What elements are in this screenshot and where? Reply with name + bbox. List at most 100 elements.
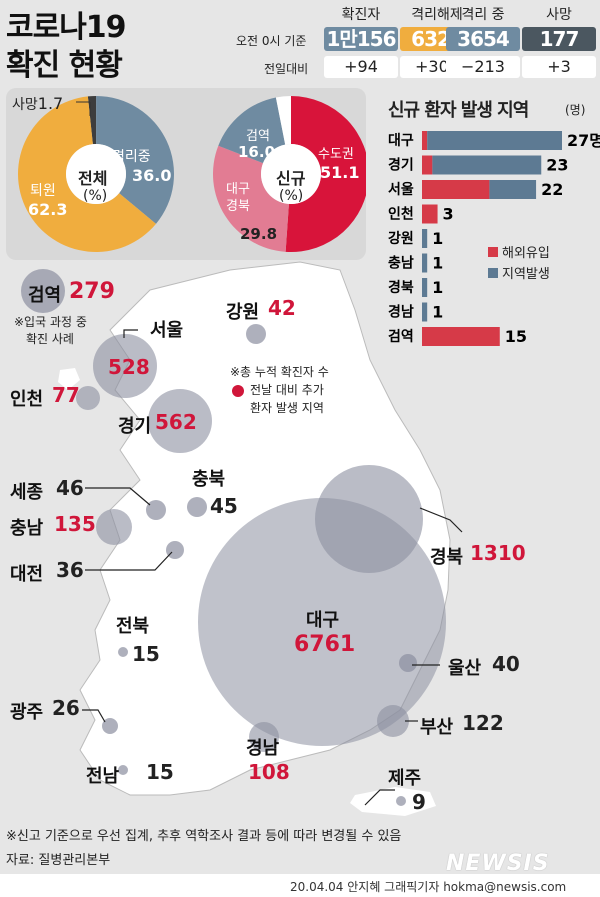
stat-value-death: 177 — [522, 27, 596, 51]
donut-total-center-label: 전체 — [78, 169, 108, 188]
capital-label: 수도권 — [318, 147, 354, 162]
legend-local-swatch — [488, 268, 498, 278]
bar-value-label: 1 — [432, 278, 443, 297]
bar-category-label: 대구 — [388, 133, 414, 149]
bar-local — [489, 180, 537, 199]
region-gangwon-value: 42 — [268, 296, 296, 320]
legend-overseas: 해외유입 — [488, 242, 550, 261]
donut-total-slice-2 — [18, 96, 156, 253]
region-jeonnam-name: 전남 — [86, 766, 120, 787]
daegu-gb-label-2: 경북 — [226, 199, 250, 214]
region-quarantine-value: 279 — [69, 279, 115, 304]
bar-value-label: 15 — [505, 327, 527, 346]
bar-overseas — [422, 327, 500, 346]
chungbuk-bubble — [187, 497, 207, 517]
bar-overseas — [422, 180, 490, 199]
quarantine-bubble — [21, 269, 65, 313]
region-jeonbuk-name: 전북 — [116, 616, 150, 637]
region-incheon-value: 77 — [52, 383, 80, 407]
region-chungbuk-name: 충북 — [192, 469, 226, 490]
legend-overseas-swatch — [488, 247, 498, 257]
donut-new-center-unit: (%) — [279, 188, 304, 204]
gwangju-bubble — [102, 718, 118, 734]
stat-diff-death: +3 — [522, 56, 596, 78]
released-label: 퇴원 — [30, 183, 56, 199]
donut-new-center — [261, 144, 321, 204]
incheon-bubble — [76, 386, 100, 410]
isolated-label: 격리중 — [112, 149, 151, 165]
region-seoul-name: 서울 — [150, 320, 184, 341]
region-gyeonggi-name: 경기 — [118, 416, 152, 437]
stat-header-confirmed: 확진자 — [341, 7, 381, 23]
isolated-value: 36.0 — [132, 166, 172, 185]
stat-diff-label: 전일대비 — [264, 62, 309, 76]
region-jeju-name: 제주 — [388, 768, 422, 789]
sejong-leader — [85, 487, 151, 506]
footer-note: ※신고 기준으로 우선 집계, 추후 역학조사 결과 등에 따라 변경될 수 있… — [6, 829, 402, 844]
jeonbuk-bubble — [118, 647, 128, 657]
footer-bar — [0, 874, 600, 897]
bar-category-label: 충남 — [388, 255, 414, 272]
donut-new-center-label: 신규 — [276, 169, 306, 188]
jeju-leader — [364, 789, 395, 806]
region-incheon-name: 인천 — [10, 389, 44, 410]
capital-value: 51.1 — [320, 163, 360, 182]
jeju-island — [350, 787, 436, 816]
region-jeju-value: 9 — [412, 790, 426, 814]
region-gyeongbuk-value: 1310 — [470, 541, 526, 565]
bar-local — [427, 131, 562, 150]
bar-overseas — [422, 131, 428, 150]
title-line-1: 코로나19 — [6, 10, 127, 45]
region-gwangju-name: 광주 — [10, 702, 44, 723]
released-value: 62.3 — [28, 200, 68, 219]
busan-bubble — [377, 705, 409, 737]
region-jeonbuk-value: 15 — [132, 642, 160, 666]
bar-category-label: 경기 — [388, 157, 414, 174]
legend-new-dot — [232, 385, 244, 397]
seoul-bubble — [93, 334, 157, 398]
region-gyeongnam-value: 108 — [248, 760, 290, 784]
gangwon-bubble — [246, 324, 266, 344]
bar-overseas — [422, 204, 438, 224]
donut-new-slice-3 — [275, 96, 291, 145]
bar-local — [422, 253, 428, 273]
stat-header-released: 격리해제 — [411, 7, 463, 23]
quarantine-label: 검역 — [246, 129, 270, 144]
stat-basis-label: 오전 0시 기준 — [236, 34, 307, 48]
death-label: 사망1.7 — [12, 94, 64, 113]
gyeonggi-bubble — [148, 389, 212, 453]
jeju-bubble — [396, 796, 406, 806]
stat-diff-confirmed: +94 — [324, 56, 398, 78]
stat-value-confirmed: 1만156 — [324, 27, 398, 51]
newsis-logo: NEWSIS — [446, 851, 550, 876]
stat-value-isolated: 3654 — [446, 27, 520, 51]
bar-local — [422, 229, 428, 248]
donut-new-slice-2 — [218, 97, 286, 164]
bar-category-label: 검역 — [388, 328, 414, 345]
region-ulsan-value: 40 — [492, 652, 520, 676]
daejeon-bubble — [166, 541, 184, 559]
region-chungnam-name: 충남 — [10, 518, 44, 539]
region-busan-name: 부산 — [420, 717, 454, 738]
daejeon-leader — [85, 551, 173, 571]
daegu-gb-value: 29.8 — [240, 225, 278, 243]
donut-total-center — [66, 144, 126, 204]
title-line-2: 확진 현황 — [6, 48, 123, 83]
region-busan-value: 122 — [462, 711, 504, 735]
donut-new-slice-0 — [285, 96, 366, 252]
stat-diff-isolated: −213 — [446, 56, 520, 78]
bar-value-label: 22 — [541, 180, 563, 199]
region-gyeongnam-name: 경남 — [246, 738, 280, 759]
gwangju-leader — [82, 709, 106, 723]
footer-source: 자료: 질병관리본부 — [6, 853, 111, 868]
region-sejong-name: 세종 — [10, 482, 44, 503]
stat-header-death: 사망 — [546, 7, 572, 23]
bar-category-label: 강원 — [388, 230, 414, 247]
footer-credit: 20.04.04 안지혜 그래픽기자 hokma@newsis.com — [290, 880, 567, 894]
region-ulsan-name: 울산 — [448, 658, 482, 679]
bar-chart-title: 신규 환자 발생 지역 — [388, 100, 529, 121]
bar-category-label: 경남 — [388, 304, 414, 321]
bar-value-label: 23 — [546, 156, 568, 175]
